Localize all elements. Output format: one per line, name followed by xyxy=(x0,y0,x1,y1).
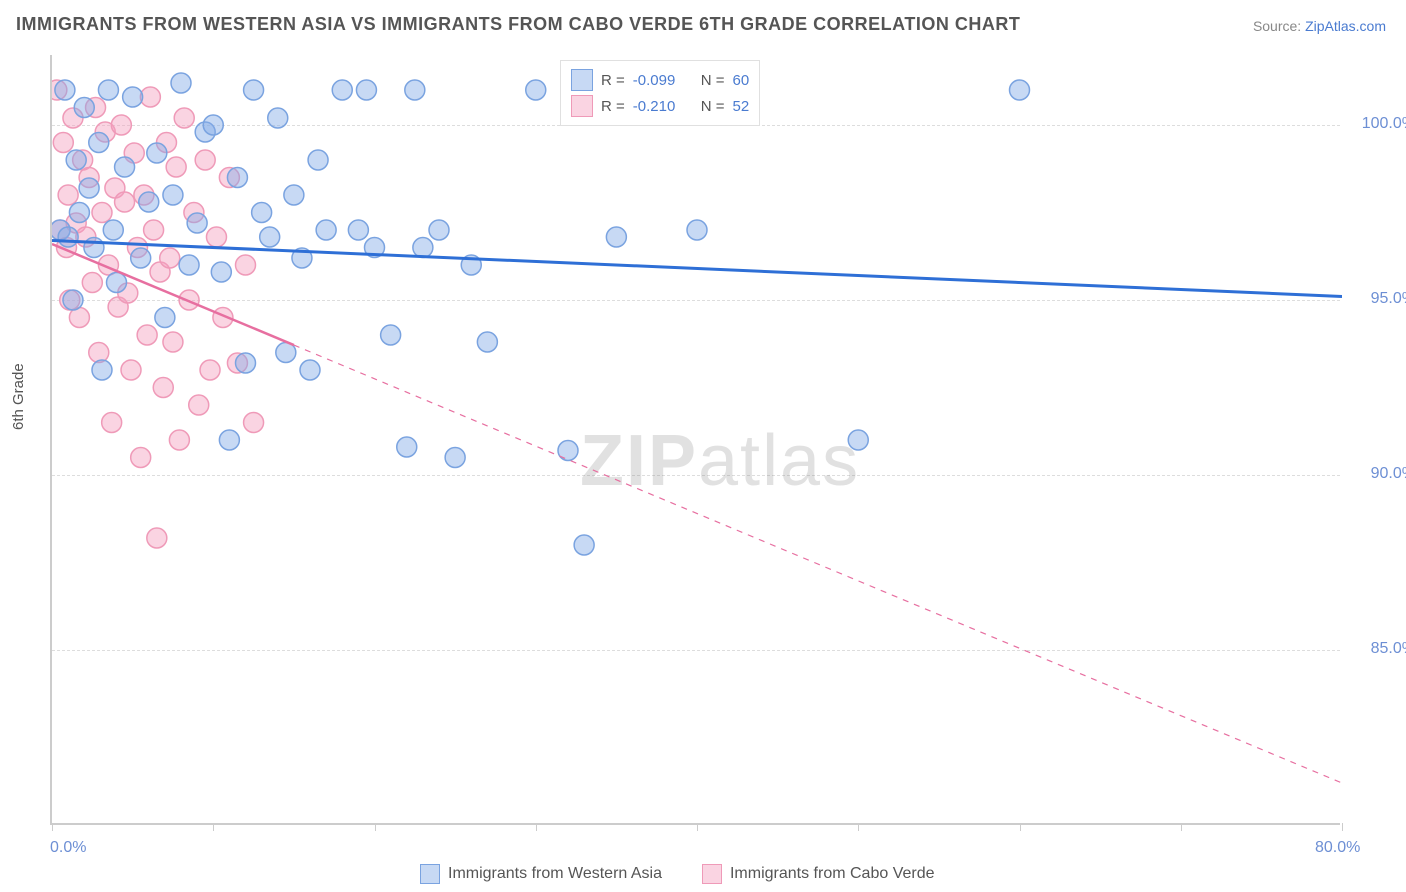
y-tick-label: 100.0% xyxy=(1346,115,1406,133)
legend-swatch-pink xyxy=(571,95,593,117)
legend-row-series-1: R = -0.099 N = 60 xyxy=(571,67,749,93)
r-value-1: -0.099 xyxy=(633,72,693,89)
y-axis-label: 6th Grade xyxy=(10,363,27,430)
legend-swatch-blue xyxy=(420,864,440,884)
n-value-1: 60 xyxy=(733,72,750,89)
legend-swatch-pink xyxy=(702,864,722,884)
correlation-legend: R = -0.099 N = 60 R = -0.210 N = 52 xyxy=(560,60,760,126)
legend-swatch-blue xyxy=(571,69,593,91)
chart-title: IMMIGRANTS FROM WESTERN ASIA VS IMMIGRAN… xyxy=(16,14,1020,35)
scatter-plot-svg xyxy=(52,55,1342,825)
y-tick-label: 90.0% xyxy=(1346,465,1406,483)
legend-row-series-2: R = -0.210 N = 52 xyxy=(571,93,749,119)
series-legend: Immigrants from Western Asia Immigrants … xyxy=(420,864,935,884)
y-tick-label: 85.0% xyxy=(1346,640,1406,658)
chart-plot-area xyxy=(50,55,1340,825)
n-label: N = xyxy=(701,72,725,89)
legend-item-western-asia: Immigrants from Western Asia xyxy=(420,864,662,884)
source-link[interactable]: ZipAtlas.com xyxy=(1305,18,1386,34)
x-tick xyxy=(1342,823,1343,831)
y-tick-label: 95.0% xyxy=(1346,290,1406,308)
r-label: R = xyxy=(601,98,625,115)
x-tick-label: 80.0% xyxy=(1315,839,1360,857)
n-value-2: 52 xyxy=(733,98,750,115)
r-value-2: -0.210 xyxy=(633,98,693,115)
legend-label: Immigrants from Cabo Verde xyxy=(730,865,935,883)
r-label: R = xyxy=(601,72,625,89)
source-label: Source: xyxy=(1253,18,1301,34)
legend-item-cabo-verde: Immigrants from Cabo Verde xyxy=(702,864,935,884)
n-label: N = xyxy=(701,98,725,115)
legend-label: Immigrants from Western Asia xyxy=(448,865,662,883)
x-tick-label: 0.0% xyxy=(50,839,86,857)
source-attribution: Source: ZipAtlas.com xyxy=(1253,18,1386,34)
